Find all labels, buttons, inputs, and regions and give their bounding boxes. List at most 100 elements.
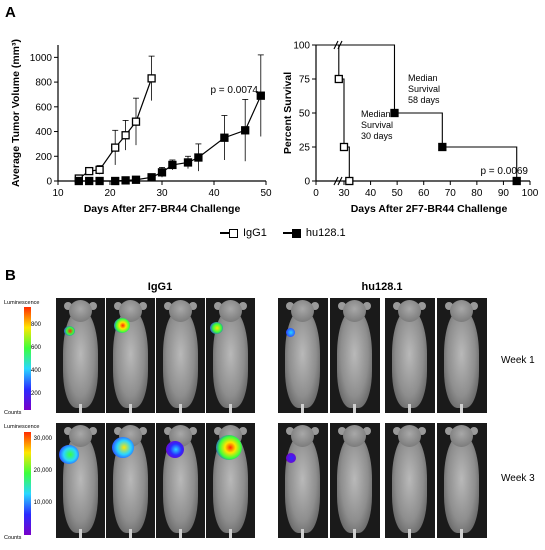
- mouse-earl: [286, 302, 294, 310]
- y-tick-label: 0: [304, 177, 310, 188]
- mouse-head: [450, 425, 473, 447]
- scale-tick: 200: [30, 391, 41, 397]
- bioluminescence-spot: [59, 445, 79, 464]
- median-survival-hu128: 58 days: [408, 95, 440, 105]
- mouse-tail: [353, 404, 356, 413]
- y-tick-label: 800: [35, 78, 52, 89]
- mouse-earr: [418, 427, 426, 435]
- mouse-tail: [301, 529, 304, 538]
- x-tick-label: 30: [156, 188, 168, 199]
- mouse-body: [337, 310, 372, 408]
- y-tick-label: 100: [293, 41, 310, 52]
- mouse-body: [163, 310, 198, 408]
- x-tick-label: 0: [313, 188, 319, 199]
- mouse-earl: [64, 427, 72, 435]
- data-point-hu128: [256, 91, 265, 100]
- y-axis-title: Average Tumor Volume (mm³): [10, 39, 22, 187]
- bioluminescence-spot: [64, 326, 75, 336]
- mouse-head: [69, 300, 92, 322]
- mouse-tail: [460, 529, 463, 538]
- median-survival-hu128: Survival: [408, 84, 440, 94]
- y-tick-label: 200: [35, 152, 52, 163]
- x-tick-label: 50: [392, 188, 404, 199]
- panel-b-label: B: [5, 267, 16, 284]
- mouse-body: [285, 310, 320, 408]
- mouse-body: [444, 310, 479, 408]
- data-point-igg1: [147, 74, 156, 83]
- mouse-head: [291, 300, 314, 322]
- x-tick-label: 40: [208, 188, 220, 199]
- mouse-head: [119, 300, 142, 322]
- x-tick-label: 80: [471, 188, 483, 199]
- mouse-image: [56, 298, 105, 413]
- mouse-body: [392, 435, 427, 533]
- scale-tick: 20,000: [33, 468, 52, 474]
- median-survival-igg1: 30 days: [361, 131, 393, 141]
- mouse-earl: [164, 427, 172, 435]
- mouse-body: [444, 435, 479, 533]
- x-tick-label: 60: [418, 188, 430, 199]
- survival-step-hu128: [316, 44, 518, 181]
- mouse-body: [337, 435, 372, 533]
- legend-label-igg1: IgG1: [243, 227, 267, 239]
- data-point-hu128: [85, 176, 94, 186]
- mouse-tail: [301, 404, 304, 413]
- mouse-tail: [79, 404, 82, 413]
- legend-item-hu128: hu128.1: [282, 227, 346, 239]
- scale-counts-week3: Counts: [4, 535, 22, 541]
- scale-tick: 600: [30, 345, 41, 351]
- luminescence-scale-week1: [24, 307, 31, 410]
- mouse-image: [106, 423, 155, 538]
- survival-point-hu128: [438, 142, 447, 152]
- mouse-image: [330, 423, 380, 538]
- legend-line-icon: [220, 232, 229, 234]
- x-axis-title: Days After 2F7-BR44 Challenge: [84, 203, 241, 215]
- mouse-tail: [179, 404, 182, 413]
- survival-point-hu128: [390, 108, 399, 118]
- data-point-hu128: [121, 176, 130, 185]
- legend-label-hu128: hu128.1: [305, 227, 346, 239]
- mouse-image: [106, 298, 155, 413]
- x-tick-label: 90: [498, 188, 510, 199]
- scale-tick: 10,000: [33, 500, 52, 506]
- y-tick-label: 1000: [30, 53, 53, 64]
- mouse-earr: [311, 427, 319, 435]
- mouse-image: [278, 298, 328, 413]
- group-title-hu128: hu128.1: [361, 281, 403, 293]
- mouse-earr: [470, 427, 478, 435]
- data-point-hu128: [95, 176, 104, 186]
- mouse-earr: [89, 427, 97, 435]
- group-title-igg1: IgG1: [147, 281, 173, 293]
- mouse-earr: [189, 302, 197, 310]
- survival-point-igg1: [334, 74, 343, 84]
- mouse-tail: [79, 529, 82, 538]
- x-tick-label: 30: [338, 188, 350, 199]
- data-point-igg1: [111, 143, 120, 152]
- mouse-tail: [229, 529, 232, 538]
- data-point-hu128: [131, 175, 141, 184]
- data-point-hu128: [241, 126, 250, 135]
- mouse-head: [343, 425, 366, 447]
- y-tick-label: 25: [299, 143, 311, 154]
- mouse-earr: [363, 302, 371, 310]
- mouse-image: [385, 423, 435, 538]
- data-point-igg1: [131, 117, 141, 126]
- legend: IgG1 hu128.1: [220, 226, 362, 240]
- scale-counts-week1: Counts: [4, 410, 22, 416]
- mouse-image: [156, 423, 205, 538]
- survival-step-igg1: [316, 44, 350, 181]
- data-point-hu128: [220, 133, 229, 142]
- mouse-earl: [338, 427, 346, 435]
- mouse-tail: [129, 404, 132, 413]
- mouse-head: [69, 425, 92, 447]
- scale-tick: 800: [30, 322, 41, 328]
- mouse-earl: [286, 427, 294, 435]
- axis-break-mark: [337, 176, 343, 186]
- y-tick-label: 75: [299, 75, 311, 86]
- mouse-image: [437, 298, 487, 413]
- data-point-hu128: [194, 153, 203, 162]
- mouse-tail: [460, 404, 463, 413]
- bioluminescence-spot: [286, 328, 295, 337]
- x-axis-title: Days After 2F7-BR44 Challenge: [351, 203, 508, 215]
- mouse-earr: [139, 427, 147, 435]
